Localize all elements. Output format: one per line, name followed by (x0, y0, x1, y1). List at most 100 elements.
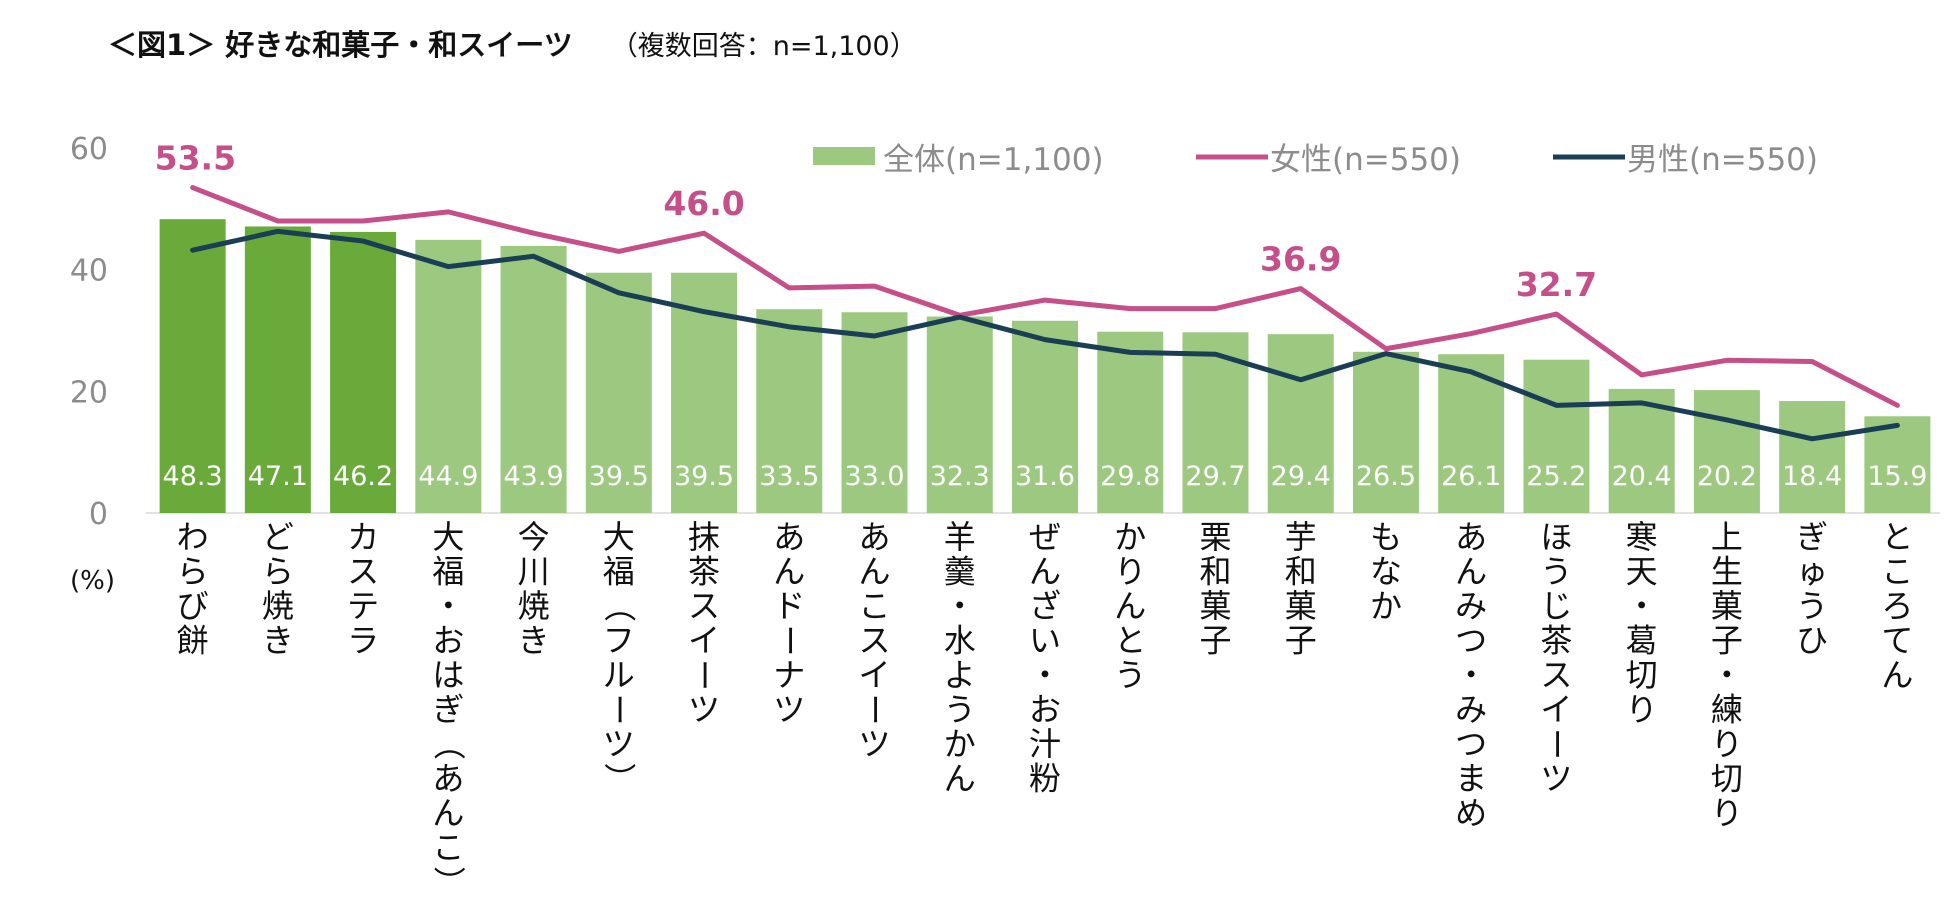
category-glyph: も (1370, 518, 1402, 556)
category-glyph: か (944, 725, 976, 763)
bar-value-label: 29.4 (1271, 461, 1331, 492)
category-glyph: り (1626, 691, 1658, 729)
category-glyph: 芋 (1285, 518, 1317, 556)
peak-annotation: 46.0 (663, 184, 744, 223)
bar-value-label: 33.5 (759, 461, 819, 492)
category-glyph: ん (1455, 553, 1487, 591)
category-glyph: 抹 (688, 518, 720, 556)
label-layer: 48.3 47.1 46.2 44.9 43.9 39.5 39.5 33.5 33.0 32.3… (155, 139, 1928, 492)
category-glyph: ん (1881, 656, 1913, 694)
category-glyph: 今 (518, 518, 550, 556)
category-glyph: ー (856, 693, 894, 725)
category-glyph: 子 (1199, 622, 1231, 660)
bar (1097, 331, 1164, 513)
category-glyph: ） (600, 762, 638, 794)
female-line (190, 185, 1900, 408)
category-glyph: い (1029, 622, 1061, 660)
category-glyph: 切 (1711, 760, 1743, 798)
bar (1267, 334, 1334, 513)
category-glyph: て (1881, 622, 1913, 660)
category-glyph: 天 (1626, 553, 1658, 591)
bar (159, 219, 226, 514)
bar (1693, 390, 1760, 513)
category-glyph: ん (1114, 587, 1146, 625)
category-glyph: 菓 (1711, 587, 1743, 625)
bar-value-label: 46.2 (333, 461, 393, 492)
category-glyph: ん (1029, 553, 1061, 591)
bar (1012, 320, 1078, 513)
category-glyph: ス (1540, 656, 1572, 694)
category-glyph: イ (859, 656, 891, 694)
category-glyph: お (432, 622, 464, 660)
category-glyph: み (1455, 587, 1487, 625)
category-glyph: ほ (1540, 518, 1572, 556)
category-glyph: ぎ (1796, 518, 1828, 556)
bar (1523, 359, 1590, 513)
category-glyph: 大 (603, 518, 635, 556)
category-glyph: お (1029, 691, 1061, 729)
category-glyph: 上 (1711, 518, 1743, 556)
category-glyph: よ (944, 656, 976, 694)
category-glyph: ラ (347, 622, 379, 660)
category-glyph: 生 (1711, 553, 1743, 591)
category-glyph: イ (688, 622, 720, 660)
category-label: 寒天・葛切り (1626, 518, 1658, 729)
bar-value-label: 15.9 (1867, 461, 1927, 492)
category-glyph: 和 (1199, 553, 1231, 591)
category-glyph: 和 (1285, 553, 1317, 591)
category-glyph: う (1796, 587, 1828, 625)
category-glyph: 子 (1285, 622, 1317, 660)
category-glyph: き (262, 622, 294, 660)
bar-value-label: 39.5 (589, 461, 649, 492)
category-glyph: ・ (1455, 656, 1487, 694)
bar (415, 239, 482, 513)
category-glyph: つ (1455, 725, 1487, 763)
category-glyph: フ (603, 622, 635, 660)
bar-value-label: 48.3 (163, 461, 223, 492)
bar-value-label: 44.9 (418, 461, 478, 492)
category-glyph: ん (432, 794, 464, 832)
category-glyph: ） (429, 866, 467, 898)
bar-value-label: 20.2 (1697, 461, 1757, 492)
category-glyph: ら (262, 553, 294, 591)
category-glyph: 羹 (944, 553, 976, 591)
category-glyph: 子 (1711, 622, 1743, 660)
category-glyph: あ (859, 518, 891, 556)
category-glyph: う (1114, 656, 1146, 694)
category-glyph: あ (1455, 518, 1487, 556)
bar-value-label: 33.0 (844, 461, 904, 492)
category-glyph: 福 (603, 553, 635, 591)
line-layer (190, 185, 1900, 442)
category-glyph: イ (1540, 691, 1572, 729)
category-glyph: 羊 (944, 518, 976, 556)
category-glyph: ナ (773, 656, 805, 694)
category-glyph: 餅 (177, 622, 209, 660)
category-glyph: 菓 (1199, 587, 1231, 625)
chart-title: ＜図1＞ 好きな和菓子・和スイーツ (108, 28, 573, 62)
category-glyph: ん (773, 553, 805, 591)
bar-value-label: 31.6 (1015, 461, 1075, 492)
y-tick-label: 20 (70, 375, 108, 410)
category-glyph: ぎ (432, 691, 464, 729)
category-glyph: ん (859, 553, 891, 591)
peak-annotation: 36.9 (1260, 240, 1341, 279)
category-glyph: カ (347, 518, 379, 556)
category-glyph: こ (432, 829, 464, 867)
bar-value-label: 43.9 (504, 461, 564, 492)
category-glyph: 焼 (518, 587, 550, 625)
category-glyph: ど (262, 518, 294, 556)
category-axis: わらび餅どら焼きカステラ大福・おはぎ（あんこ）今川焼き大福（フルーツ）抹茶スイー… (177, 518, 1914, 898)
category-glyph: 川 (518, 553, 550, 591)
bar-value-label: 25.2 (1526, 461, 1586, 492)
category-glyph: ツ (1540, 760, 1572, 798)
bar (926, 316, 993, 513)
bar (841, 312, 908, 513)
category-glyph: テ (347, 587, 379, 625)
category-glyph: ・ (432, 587, 464, 625)
category-glyph: り (1114, 553, 1146, 591)
